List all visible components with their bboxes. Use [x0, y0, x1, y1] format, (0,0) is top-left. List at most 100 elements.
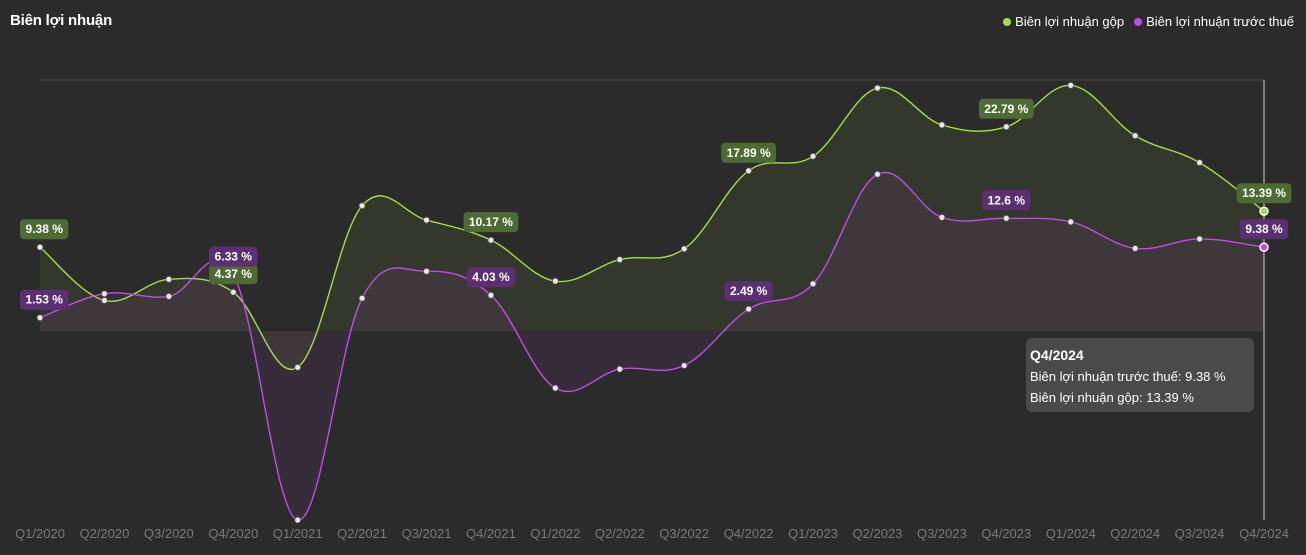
data-point: [423, 267, 430, 275]
data-label-bg: [466, 267, 516, 288]
chart-legend: Biên lợi nhuận gộp Biên lợi nhuận trước …: [1003, 14, 1294, 29]
data-point: [229, 288, 237, 296]
x-tick-label: Q4/2020: [208, 526, 258, 541]
data-point: [616, 256, 624, 263]
series-line-1: [39, 171, 1265, 521]
series-line-0: [39, 84, 1265, 371]
tooltip-title: Q4/2024: [1030, 347, 1084, 363]
data-label: 12.6 %: [988, 193, 1026, 207]
data-point: [874, 84, 881, 92]
legend-label: Biên lợi nhuận gộp: [1015, 14, 1125, 29]
data-point: [294, 363, 302, 371]
data-point: [165, 275, 173, 283]
x-tick-label: Q4/2024: [1239, 526, 1289, 541]
data-point: [358, 202, 366, 210]
x-tick-label: Q2/2022: [595, 526, 645, 541]
data-label: 17.89 %: [727, 146, 771, 160]
data-label: 9.38 %: [26, 222, 64, 236]
data-point: [294, 516, 302, 524]
data-point: [616, 365, 624, 373]
data-label-bg: [20, 219, 69, 240]
data-point: [487, 291, 495, 299]
data-point: [1067, 81, 1075, 89]
x-tick-label: Q3/2022: [659, 526, 709, 541]
x-tick-label: Q1/2024: [1046, 526, 1096, 541]
x-tick-label: Q1/2023: [788, 526, 838, 541]
data-label: 2.49 %: [730, 284, 768, 298]
data-point: [423, 216, 430, 224]
data-point: [101, 297, 108, 304]
x-tick-label: Q2/2021: [337, 526, 387, 541]
data-point: [165, 293, 173, 300]
data-point: [36, 314, 44, 322]
data-point: [1196, 159, 1203, 167]
data-point: [745, 305, 753, 313]
data-label-bg: [209, 246, 258, 267]
data-point: [551, 277, 559, 285]
x-tick-label: Q1/2020: [15, 526, 65, 541]
data-point: [809, 280, 817, 288]
data-point: [358, 294, 366, 302]
data-point: [1002, 123, 1010, 131]
tooltip-line-pretax: Biên lợi nhuận trước thuế: 9.38 %: [1030, 369, 1226, 384]
data-label-bg: [724, 281, 773, 302]
data-point: [809, 152, 817, 160]
data-point: [680, 245, 688, 253]
series-area-0: [40, 85, 1264, 370]
x-tick-label: Q3/2021: [402, 526, 452, 541]
data-label: 13.39 %: [1242, 186, 1286, 200]
x-tick-label: Q2/2020: [79, 526, 129, 541]
data-label: 4.03 %: [472, 270, 510, 284]
tooltip-line-gross: Biên lợi nhuận gộp: 13.39 %: [1030, 390, 1194, 405]
data-label: 4.37 %: [215, 267, 253, 281]
data-point: [1131, 132, 1139, 140]
data-label-bg: [978, 98, 1034, 119]
data-point: [551, 384, 559, 392]
data-label-bg: [209, 264, 258, 285]
chart-tooltip: Q4/2024 Biên lợi nhuận trước thuế: 9.38 …: [1026, 338, 1254, 412]
x-tick-label: Q4/2022: [724, 526, 774, 541]
x-tick-label: Q3/2023: [917, 526, 967, 541]
data-label-bg: [1239, 219, 1289, 240]
legend-label: Biên lợi nhuận trước thuế: [1146, 14, 1294, 29]
x-tick-label: Q2/2023: [853, 526, 903, 541]
data-point: [1002, 214, 1010, 222]
legend-item-gross-margin[interactable]: Biên lợi nhuận gộp: [1003, 14, 1124, 29]
x-tick-label: Q3/2024: [1175, 526, 1225, 541]
legend-dot-icon: [1003, 17, 1012, 26]
data-label: 10.17 %: [469, 215, 513, 229]
data-point: [1067, 218, 1075, 226]
series-area-1: [40, 172, 1264, 521]
data-point: [487, 236, 495, 244]
data-point: [1259, 242, 1269, 252]
legend-item-pretax-margin[interactable]: Biên lợi nhuận trước thuế: [1134, 14, 1294, 29]
data-point: [36, 243, 44, 251]
data-label: 1.53 %: [26, 293, 64, 307]
data-label-bg: [982, 190, 1031, 211]
data-label: 22.79 %: [984, 102, 1028, 116]
data-point: [938, 213, 946, 221]
data-label-bg: [1236, 183, 1292, 204]
data-point: [101, 290, 108, 298]
x-tick-label: Q1/2022: [530, 526, 580, 541]
data-label: 6.33 %: [215, 250, 253, 264]
x-tick-label: Q3/2020: [144, 526, 194, 541]
data-label: 9.38 %: [1245, 222, 1283, 236]
data-point: [745, 167, 753, 175]
data-label-bg: [20, 289, 69, 310]
legend-dot-icon: [1134, 17, 1143, 26]
x-tick-label: Q4/2021: [466, 526, 516, 541]
x-tick-label: Q4/2023: [981, 526, 1031, 541]
data-point: [938, 121, 946, 129]
data-point: [1259, 206, 1269, 216]
data-point: [680, 362, 688, 369]
data-label-bg: [463, 212, 519, 233]
data-label-bg: [721, 142, 777, 163]
data-point: [1131, 244, 1139, 252]
x-tick-label: Q2/2024: [1110, 526, 1160, 541]
x-tick-label: Q1/2021: [273, 526, 323, 541]
data-point: [874, 170, 881, 178]
chart-title: Biên lợi nhuận: [10, 12, 113, 29]
data-point: [1196, 235, 1203, 243]
